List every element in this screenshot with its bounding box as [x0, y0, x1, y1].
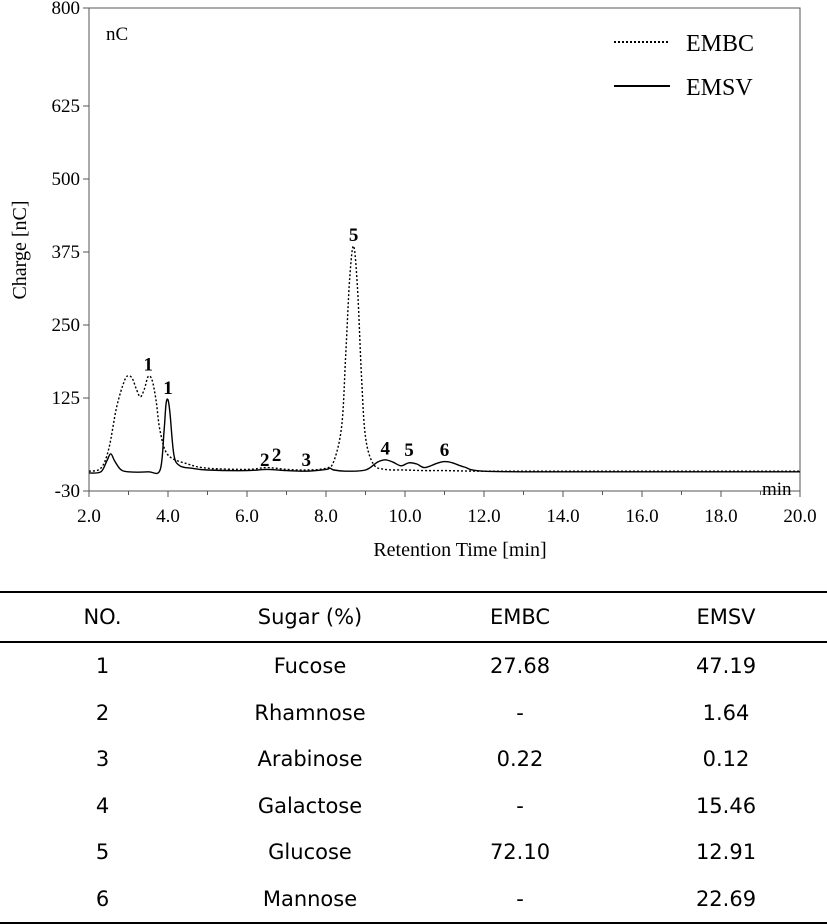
peak-label: 2	[272, 445, 282, 466]
cell-emsv: 22.69	[625, 875, 827, 924]
cell-emsv: 0.12	[702, 747, 750, 772]
cell-sugar: Mannose	[205, 875, 415, 924]
header-embc: EMBC	[415, 591, 625, 643]
y-tick-label: 375	[52, 242, 81, 263]
y-tick-label: 250	[52, 315, 81, 336]
cell-sugar: Fucose	[273, 654, 347, 679]
cell-embc: -	[516, 793, 524, 818]
x-tick-label: 18.0	[704, 506, 737, 527]
cell-no: 3	[95, 747, 110, 772]
cell-emsv: 47.19	[695, 654, 757, 679]
x-tick-label: 16.0	[625, 506, 658, 527]
x-unit-label: min	[762, 479, 792, 500]
data-table: NO. Sugar (%) EMBC EMSV 1 Fucose 27.68 4…	[0, 591, 827, 924]
cell-sugar: Glucose	[268, 840, 352, 865]
cell-embc: -	[415, 875, 625, 924]
header-emsv: EMSV	[625, 591, 827, 643]
sugar-composition-table: NO. Sugar (%) EMBC EMSV 1 Fucose 27.68 4…	[0, 591, 827, 924]
cell-no: 4	[95, 793, 110, 818]
chromatogram-chart: -30 125 250 375 500 625 800 2.0 4.0 6.0 8.0 10.0 12…	[9, 0, 817, 561]
cell-no: 6	[0, 875, 205, 924]
cell-embc: 0.22	[496, 747, 544, 772]
x-tick-label: 4.0	[156, 506, 180, 527]
x-axis: 2.0 4.0 6.0 8.0 10.0 12.0 14.0 16.0 18.0 20.0	[77, 491, 817, 527]
table-header-row: NO. Sugar (%) EMBC EMSV	[0, 591, 827, 643]
table-row: 2 Rhamnose - 1.64	[0, 690, 827, 737]
y-unit-label: nC	[106, 24, 128, 45]
y-tick-label: 500	[52, 169, 81, 190]
table-row: 3 Arabinose 0.22 0.12	[0, 736, 827, 783]
x-tick-label: 8.0	[314, 506, 338, 527]
table-row: 1 Fucose 27.68 47.19	[0, 642, 827, 690]
peak-annotations: 112 2 354 5 6	[144, 225, 450, 471]
y-tick-label: -30	[55, 481, 80, 502]
cell-embc: 72.10	[489, 840, 551, 865]
cell-emsv: 1.64	[702, 700, 750, 725]
series-line-embc	[88, 245, 800, 472]
legend-label-embc: EMBC	[686, 31, 754, 57]
x-tick-label: 10.0	[388, 506, 421, 527]
y-axis: -30 125 250 375 500 625 800	[52, 0, 89, 502]
cell-emsv: 15.46	[695, 793, 757, 818]
peak-label: 5	[349, 225, 359, 246]
cell-sugar: Arabinose	[257, 747, 363, 772]
peak-label: 1	[144, 355, 154, 376]
x-tick-label: 6.0	[235, 506, 259, 527]
header-sugar: Sugar (%)	[205, 591, 415, 643]
peak-label: 4	[381, 438, 391, 459]
x-axis-title: Retention Time [min]	[373, 539, 546, 561]
header-no: NO.	[0, 591, 205, 643]
table-row: 5 Glucose 72.10 12.91	[0, 829, 827, 876]
cell-emsv: 12.91	[695, 840, 757, 865]
x-tick-label: 20.0	[783, 506, 816, 527]
cell-no: 1	[95, 654, 110, 679]
y-tick-label: 800	[52, 0, 81, 19]
legend: EMBC EMSV	[614, 31, 754, 101]
table-row: 6 Mannose - 22.69	[0, 875, 827, 924]
peak-label: 2	[260, 450, 270, 471]
x-tick-label: 2.0	[77, 506, 101, 527]
cell-sugar: Rhamnose	[254, 700, 366, 725]
cell-embc: 27.68	[489, 654, 551, 679]
cell-no: 2	[95, 700, 110, 725]
cell-embc: -	[516, 700, 524, 725]
y-axis-title: Charge [nC]	[9, 200, 31, 299]
series-layer	[88, 245, 800, 475]
series-line-emsv	[88, 398, 800, 475]
table-row: 4 Galactose - 15.46	[0, 783, 827, 830]
peak-label: 1	[163, 378, 173, 399]
peak-label: 5	[404, 440, 414, 461]
y-tick-label: 625	[52, 96, 81, 117]
x-tick-label: 12.0	[467, 506, 500, 527]
cell-sugar: Galactose	[257, 793, 363, 818]
x-tick-label: 14.0	[546, 506, 579, 527]
peak-label: 3	[302, 450, 312, 471]
cell-no: 5	[95, 840, 110, 865]
legend-label-emsv: EMSV	[686, 75, 753, 101]
y-tick-label: 125	[52, 388, 81, 409]
peak-label: 6	[440, 440, 450, 461]
